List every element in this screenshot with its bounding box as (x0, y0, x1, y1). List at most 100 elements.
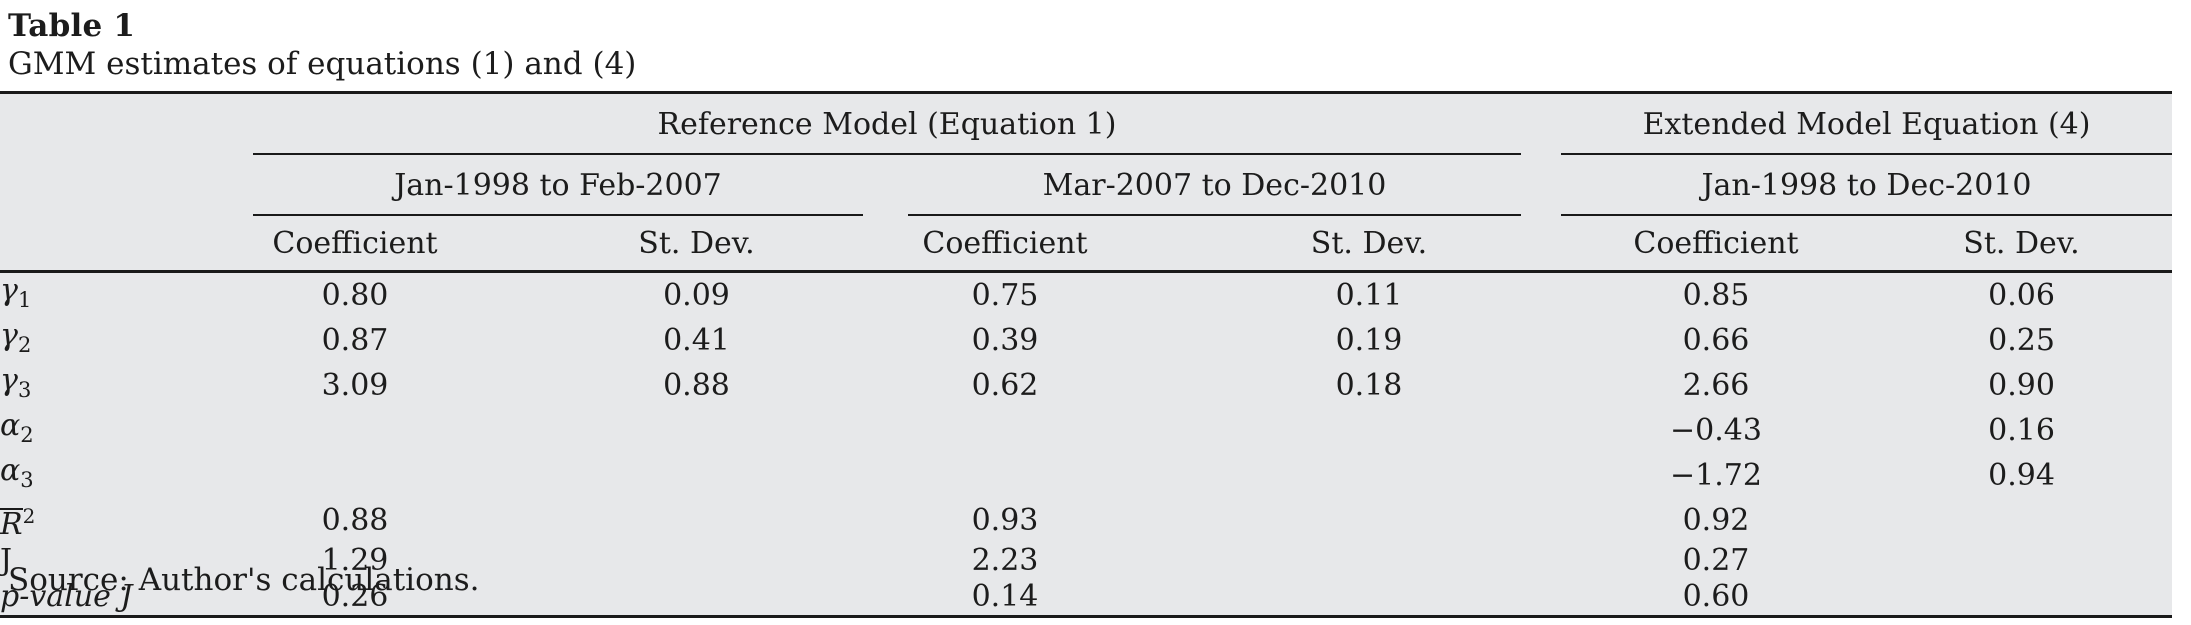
gamma-symbol: γ (0, 273, 18, 308)
col-header-coefficient-1: Coefficient (180, 216, 530, 273)
spacer-cell (863, 498, 908, 543)
cell: 0.39 (971, 322, 1039, 358)
cell: 2.23 (971, 543, 1039, 578)
cell (1871, 543, 2172, 579)
reference-model-group-title: Reference Model (Equation 1) (253, 94, 1521, 155)
cell: −0.43 (1670, 412, 1762, 448)
cell: 0.66 (1682, 322, 1750, 358)
cell: 1.29 (321, 543, 389, 578)
sample-period-header-row: Jan-1998 to Feb-2007 Mar-2007 to Dec-201… (0, 155, 2173, 216)
reference-model-group-header: Reference Model (Equation 1) (180, 93, 1521, 155)
col-header-stdev-3: St. Dev. (1871, 216, 2173, 273)
model-group-header-row: Reference Model (Equation 1) Extended Mo… (0, 93, 2173, 156)
extended-model-group-title: Extended Model Equation (4) (1561, 94, 2173, 155)
cell (1187, 408, 1521, 453)
cell (530, 408, 863, 453)
col-header-coefficient-2: Coefficient (908, 216, 1187, 273)
row-label: p-value J (0, 579, 180, 617)
spacer-cell (863, 579, 908, 617)
row-label: α3 (0, 453, 180, 498)
subscript: 2 (17, 333, 32, 357)
spacer-cell (863, 363, 908, 408)
cell: 0.87 (321, 322, 389, 358)
row-label-header-blank (0, 93, 180, 156)
spacer-cell (863, 408, 908, 453)
cell (530, 543, 863, 579)
row-label-header-blank (0, 216, 180, 273)
row-label: γ2 (0, 318, 180, 363)
row-label-header-blank (0, 155, 180, 216)
cell: 0.92 (1682, 502, 1750, 538)
cell: −1.72 (1670, 457, 1762, 493)
cell (1187, 453, 1521, 498)
cell (530, 498, 863, 543)
spacer-cell (863, 453, 908, 498)
cell: 0.25 (1988, 322, 2055, 358)
table-row-gamma3: γ3 3.09 0.88 0.62 0.18 2.66 0.90 (0, 363, 2172, 408)
subscript: 1 (17, 288, 32, 312)
cell: 0.88 (663, 367, 730, 403)
period-2-header: Mar-2007 to Dec-2010 (908, 155, 1521, 216)
cell: 0.60 (1682, 579, 1750, 614)
col-header-stdev-2: St. Dev. (1187, 216, 1521, 273)
pvalue-j-label: p-value J (0, 579, 133, 614)
subscript: 3 (20, 468, 34, 492)
cell: 0.06 (1988, 277, 2055, 313)
cell: 0.14 (971, 579, 1039, 614)
cell: 0.41 (663, 322, 730, 358)
cell (1871, 498, 2172, 543)
spacer-cell (863, 318, 908, 363)
row-label: γ1 (0, 272, 180, 319)
cell: 0.18 (1335, 367, 1403, 403)
table-caption: GMM estimates of equations (1) and (4) (8, 46, 637, 82)
group-spacer (1521, 93, 1561, 156)
spacer-cell (1521, 272, 1561, 319)
cell: 3.09 (321, 367, 389, 403)
table-row-gamma2: γ2 0.87 0.41 0.39 0.19 0.66 0.25 (0, 318, 2172, 363)
cell: 0.27 (1682, 543, 1750, 578)
j-symbol: J (0, 543, 13, 578)
period-2-title: Mar-2007 to Dec-2010 (908, 155, 1521, 216)
cell (530, 579, 863, 617)
cell: 0.94 (1988, 457, 2055, 493)
group-spacer (1521, 216, 1561, 273)
gamma-symbol: γ (0, 363, 18, 398)
spacer-cell (863, 543, 908, 579)
gmm-estimates-table: Reference Model (Equation 1) Extended Mo… (0, 91, 2173, 618)
superscript: 2 (22, 504, 36, 528)
cell (1187, 498, 1521, 543)
col-header-stdev-1: St. Dev. (530, 216, 863, 273)
subscript: 3 (17, 378, 32, 402)
cell: 0.19 (1335, 322, 1403, 358)
spacer-cell (1521, 363, 1561, 408)
cell (908, 453, 1187, 498)
subscript: 2 (20, 423, 34, 447)
table-row-alpha2: α2 −0.43 0.16 (0, 408, 2172, 453)
table-row-gamma1: γ1 0.80 0.09 0.75 0.11 0.85 0.06 (0, 272, 2172, 319)
cell: 0.62 (971, 367, 1039, 403)
row-label: γ3 (0, 363, 180, 408)
group-spacer (1521, 155, 1561, 216)
source-note: Source: Author's calculations. (8, 562, 480, 598)
gamma-symbol: γ (0, 318, 18, 353)
cell: 0.75 (971, 277, 1039, 313)
cell (180, 453, 530, 498)
cell: 0.85 (1682, 277, 1750, 313)
cell: 2.66 (1682, 367, 1750, 403)
cell (908, 408, 1187, 453)
rbar-symbol: R (0, 507, 23, 542)
cell: 0.88 (321, 502, 389, 538)
cell (180, 408, 530, 453)
table-number-label: Table 1 (8, 8, 136, 44)
row-label: J (0, 543, 180, 579)
spacer-cell (1521, 579, 1561, 617)
cell (1871, 579, 2172, 617)
alpha-symbol: α (0, 408, 21, 443)
group-spacer (863, 155, 908, 216)
cell (530, 453, 863, 498)
cell: 0.90 (1988, 367, 2055, 403)
table-row-j-statistic: J 1.29 2.23 0.27 (0, 543, 2172, 579)
extended-model-group-header: Extended Model Equation (4) (1561, 93, 2173, 155)
spacer-cell (1521, 318, 1561, 363)
spacer-cell (1521, 543, 1561, 579)
